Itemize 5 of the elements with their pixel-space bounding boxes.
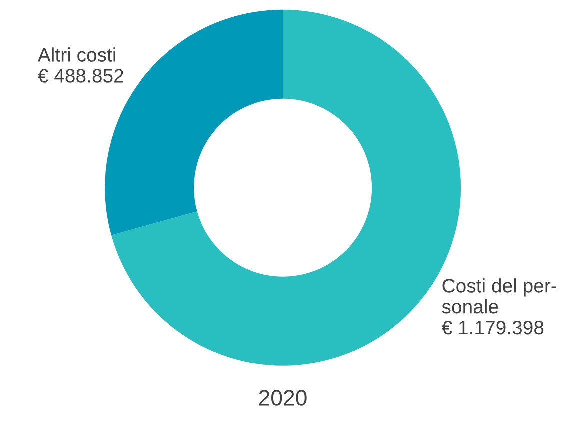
slice-label: Costi del per- sonale: [442, 278, 557, 314]
slice-label: Altri costi: [38, 48, 116, 62]
data-label: € 1.179.398: [442, 320, 544, 335]
text: 2020: [259, 390, 307, 406]
data-label: € 488.852: [38, 69, 124, 83]
